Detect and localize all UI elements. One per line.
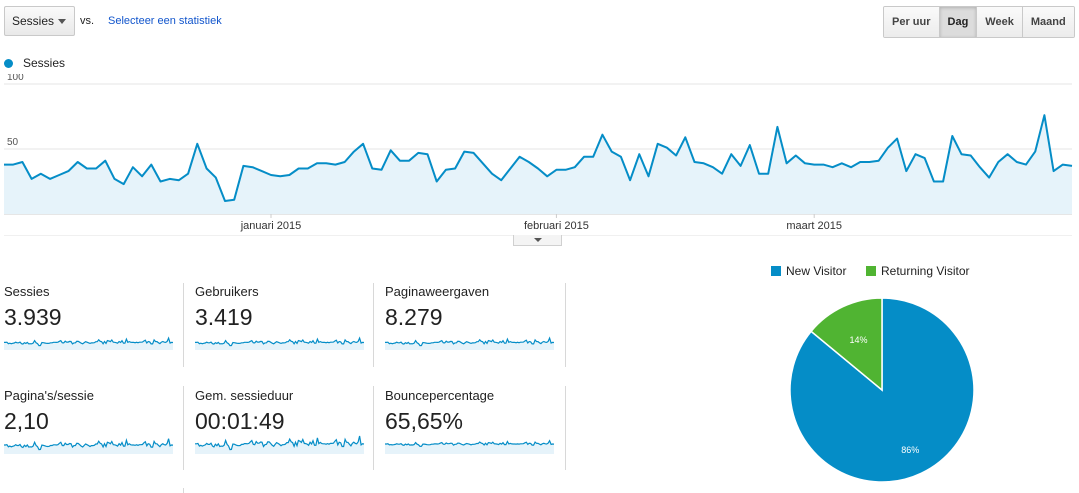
- tile-divider: [183, 488, 184, 493]
- sparkline-fill: [385, 338, 554, 350]
- vs-label: vs.: [80, 15, 95, 27]
- metric-label: Pagina's/sessie: [4, 388, 94, 403]
- metric-sparkline: [195, 336, 365, 350]
- metric-value: 8.279: [385, 304, 443, 330]
- metric-tile-sessions[interactable]: Sessies 3.939: [4, 284, 184, 364]
- metric-tile-users[interactable]: Gebruikers 3.419: [195, 284, 375, 364]
- y-tick-label: 50: [7, 137, 19, 148]
- sparkline-line: [385, 439, 555, 448]
- tile-divider: [565, 386, 566, 470]
- metric-label: Gebruikers: [195, 284, 259, 299]
- metric-sparkline: [385, 439, 555, 454]
- metric-tile-pageviews[interactable]: Paginaweergaven 8.279: [385, 284, 565, 364]
- visitor-type-pie-chart[interactable]: 86% 14%: [780, 290, 985, 490]
- metric-label: Bouncepercentage: [385, 388, 495, 403]
- sparkline-line: [4, 336, 174, 347]
- metric-dropdown[interactable]: Sessies: [4, 6, 75, 36]
- range-button-month[interactable]: Maand: [1021, 7, 1074, 37]
- metric-tile-session-duration[interactable]: Gem. sessieduur 00:01:49: [195, 388, 375, 468]
- tile-divider: [183, 386, 184, 470]
- legend-series-label: Sessies: [23, 56, 66, 70]
- metric-value: 65,65%: [385, 408, 464, 434]
- sessions-line-chart[interactable]: 50 100 januari 2015 februari 2015 maart 2015: [0, 74, 1079, 236]
- pie-slice-label: 14%: [849, 335, 867, 345]
- metric-sparkline: [385, 336, 555, 350]
- metric-label: Paginaweergaven: [385, 284, 490, 299]
- y-tick-label: 100: [7, 74, 24, 83]
- tile-divider: [183, 283, 184, 367]
- pie-slice: [789, 297, 975, 483]
- x-tick-label: februari 2015: [524, 220, 589, 232]
- metric-sparkline: [195, 435, 365, 454]
- x-tick-label: januari 2015: [240, 220, 302, 232]
- series-area-fill: [4, 115, 1072, 214]
- range-button-hour[interactable]: Per uur: [884, 7, 939, 37]
- series-color-dot: [4, 58, 13, 68]
- tile-divider: [373, 283, 374, 367]
- sparkline-line: [4, 437, 174, 451]
- metric-sparkline: [4, 437, 174, 454]
- chart-expand-toggle[interactable]: [513, 235, 562, 246]
- metric-dropdown-label: Sessies: [12, 14, 55, 28]
- new-visitor-swatch: [771, 266, 781, 276]
- pie-legend-label: New Visitor: [786, 264, 847, 278]
- metric-value: 2,10: [4, 408, 49, 434]
- pie-slice-label: 86%: [901, 445, 919, 455]
- sparkline-fill: [4, 438, 173, 454]
- date-granularity-group: Per uur Dag Week Maand: [883, 6, 1075, 38]
- compare-metric-link[interactable]: Selecteer een statistiek: [108, 15, 222, 27]
- returning-visitor-swatch: [866, 266, 876, 276]
- metric-label: Sessies: [4, 284, 50, 299]
- pie-legend-new[interactable]: New Visitor: [771, 264, 846, 278]
- chevron-down-icon: [534, 238, 542, 242]
- metric-tile-pages-per-session[interactable]: Pagina's/sessie 2,10: [4, 388, 184, 468]
- metric-value: 3.419: [195, 304, 253, 330]
- sparkline-line: [195, 435, 365, 451]
- chart-legend: Sessies: [4, 56, 65, 70]
- metric-sparkline: [4, 336, 174, 350]
- tile-divider: [373, 386, 374, 470]
- sparkline-line: [195, 336, 365, 347]
- sparkline-line: [385, 336, 555, 347]
- metric-label: Gem. sessieduur: [195, 388, 294, 403]
- chevron-down-icon: [58, 19, 66, 24]
- pie-legend-label: Returning Visitor: [881, 264, 970, 278]
- metric-value: 00:01:49: [195, 408, 285, 434]
- x-tick-label: maart 2015: [786, 220, 842, 232]
- sparkline-fill: [4, 338, 173, 350]
- sparkline-fill: [385, 440, 554, 454]
- pie-slice: [810, 297, 883, 392]
- range-button-week[interactable]: Week: [976, 7, 1022, 37]
- metric-value: 3.939: [4, 304, 62, 330]
- sparkline-fill: [195, 338, 364, 350]
- series-line: [4, 114, 1073, 202]
- metric-tile-bounce-rate[interactable]: Bouncepercentage 65,65%: [385, 388, 565, 468]
- tile-divider: [565, 283, 566, 367]
- range-button-day[interactable]: Dag: [938, 7, 977, 37]
- pie-legend-returning[interactable]: Returning Visitor: [866, 264, 970, 278]
